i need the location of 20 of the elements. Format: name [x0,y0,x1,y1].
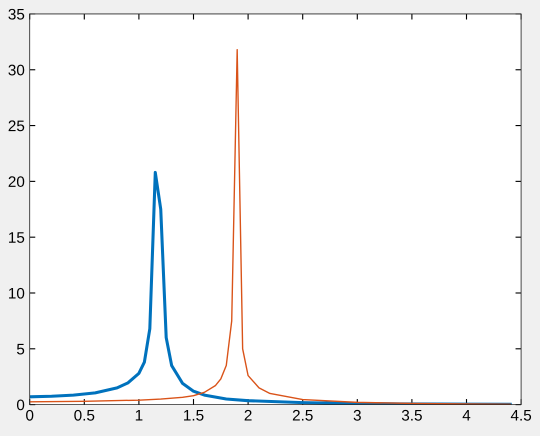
y-tick-label: 0 [16,399,24,410]
x-tick-label: 0.5 [74,410,94,421]
y-tick-label: 5 [16,344,24,354]
y-tick-label: 15 [9,232,24,243]
x-tick-label: 0 [26,410,34,421]
x-tick-label: 3 [354,410,361,421]
line-series [30,48,511,405]
line-series [30,170,512,405]
x-tick-label: 3.5 [402,410,422,421]
x-tick-label: 1 [136,410,142,421]
y-tick-label: 10 [9,288,24,299]
y-tick-label: 20 [8,176,24,188]
x-tick-label: 1.5 [184,410,204,421]
y-tick-label: 30 [8,64,24,76]
x-tick-label: 4.5 [510,410,532,421]
y-tick-label: 35 [8,8,24,20]
x-tick-label: 2.5 [292,410,313,421]
x-tick-label: 2 [244,410,252,421]
y-tick-label: 25 [8,120,24,132]
x-tick-label: 4 [462,410,470,421]
